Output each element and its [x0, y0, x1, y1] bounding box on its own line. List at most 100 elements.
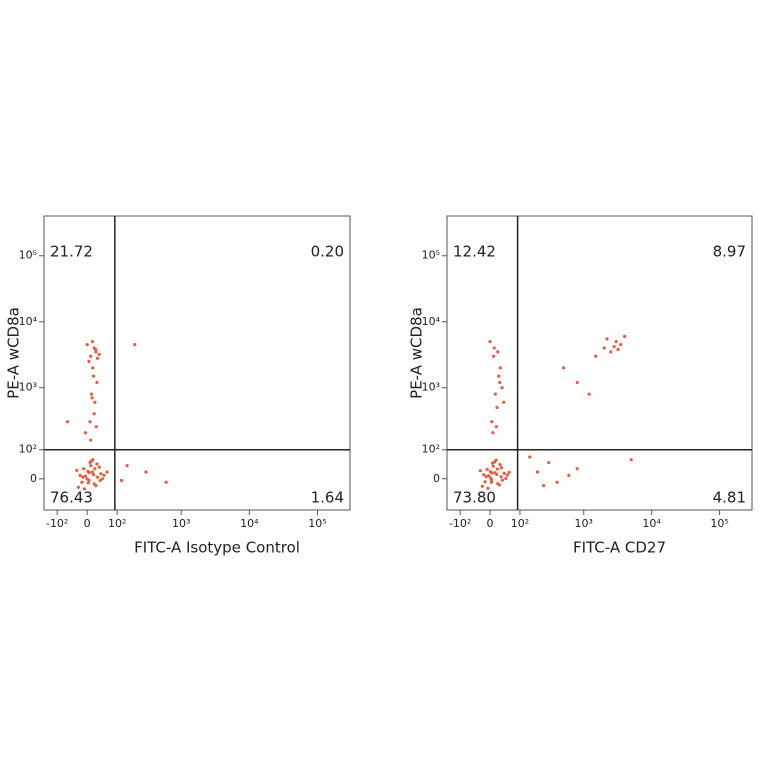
x-tick-label: 10⁴: [240, 517, 259, 530]
x-tick-label: 10³: [575, 517, 593, 530]
event-dot: [609, 350, 613, 354]
event-dot: [99, 472, 103, 476]
event-dot: [90, 396, 94, 400]
event-dot: [105, 470, 109, 474]
x-tick-label: 10⁵: [710, 517, 728, 530]
event-dot: [85, 477, 89, 481]
event-dot: [495, 472, 499, 476]
event-dot: [612, 345, 616, 349]
event-dot: [81, 475, 85, 479]
y-tick-label: 10²: [422, 443, 440, 456]
x-tick-label: 10²: [511, 517, 529, 530]
event-dot: [89, 354, 93, 358]
plot-frame: [43, 215, 351, 511]
event-dot: [528, 455, 532, 459]
event-dot: [497, 483, 502, 487]
x-axis-title: FITC-A CD27: [573, 539, 666, 557]
y-tick-label: 10⁴: [19, 315, 38, 328]
event-dot: [602, 346, 606, 350]
x-tick-label: 10²: [108, 517, 126, 530]
event-dot: [80, 480, 84, 484]
event-dot: [94, 484, 98, 488]
event-dot: [93, 400, 97, 404]
event-dot: [495, 467, 499, 471]
event-dot: [91, 366, 95, 370]
event-dot: [125, 463, 129, 468]
event-dot: [89, 463, 93, 468]
quadrant-percent: 21.72: [50, 243, 93, 261]
y-tick-label: 0: [433, 472, 440, 485]
y-tick-label: 10³: [19, 381, 37, 394]
y-tick-label: 10⁴: [422, 315, 441, 328]
event-dot: [605, 337, 609, 341]
event-dot: [85, 343, 89, 347]
event-dot: [629, 458, 633, 462]
event-dot: [478, 469, 482, 473]
event-dot: [502, 471, 506, 475]
quadrant-percent: 1.64: [311, 489, 344, 507]
x-tick-label: 10³: [172, 517, 190, 530]
y-tick-label: 10³: [422, 381, 440, 394]
x-tick-label: 0: [487, 517, 494, 530]
event-dot: [90, 470, 95, 474]
event-dot: [95, 356, 100, 360]
event-dot: [65, 420, 70, 424]
event-dot: [480, 484, 484, 488]
event-dot: [491, 464, 495, 468]
y-tick-label: 10⁵: [19, 249, 37, 262]
event-dot: [541, 484, 546, 488]
event-dot: [623, 334, 627, 339]
event-dot: [97, 352, 101, 357]
event-dot: [93, 467, 97, 471]
event-dot: [500, 478, 504, 482]
event-dot: [496, 350, 500, 354]
plot: [65, 340, 168, 491]
x-tick-label: -10²: [46, 517, 68, 530]
event-dot: [75, 468, 79, 472]
x-tick-label: 10⁵: [308, 517, 326, 530]
event-dot: [490, 420, 494, 424]
event-dot: [491, 354, 496, 358]
event-dot: [91, 458, 95, 462]
quadrant-percent: 4.81: [713, 489, 746, 507]
plot: [478, 334, 633, 490]
event-dot: [486, 486, 490, 490]
y-axis-title: PE-A wCD8a: [408, 307, 426, 399]
quadrant-percent: 76.43: [50, 489, 93, 507]
event-dot: [90, 340, 95, 344]
event-dot: [89, 438, 93, 442]
event-dot: [495, 405, 499, 410]
event-dot: [95, 462, 99, 466]
event-dot: [494, 425, 498, 429]
event-dot: [94, 425, 98, 429]
event-dot: [76, 485, 81, 489]
event-dot: [91, 473, 96, 477]
event-dot: [616, 347, 620, 352]
event-dot: [88, 420, 92, 424]
event-dot: [502, 400, 506, 404]
event-dot: [119, 478, 124, 483]
event-dot: [87, 359, 91, 364]
event-dot: [93, 347, 98, 352]
event-dot: [82, 487, 86, 491]
event-dot: [498, 380, 502, 385]
event-dot: [491, 431, 495, 435]
y-tick-label: 10⁵: [422, 249, 440, 262]
quadrant-percent: 73.80: [453, 489, 496, 507]
event-dot: [492, 346, 496, 350]
event-dot: [499, 475, 503, 479]
event-dot: [489, 476, 493, 480]
event-dot: [94, 350, 98, 354]
event-dot: [555, 480, 559, 484]
event-dot: [535, 470, 540, 474]
event-dot: [575, 467, 579, 471]
event-dot: [83, 431, 88, 435]
event-dot: [484, 475, 488, 479]
x-tick-label: -10²: [449, 517, 471, 530]
event-dot: [89, 392, 94, 396]
event-dot: [561, 366, 566, 370]
event-dot: [95, 475, 100, 479]
event-dot: [594, 354, 598, 358]
event-dot: [500, 386, 504, 390]
